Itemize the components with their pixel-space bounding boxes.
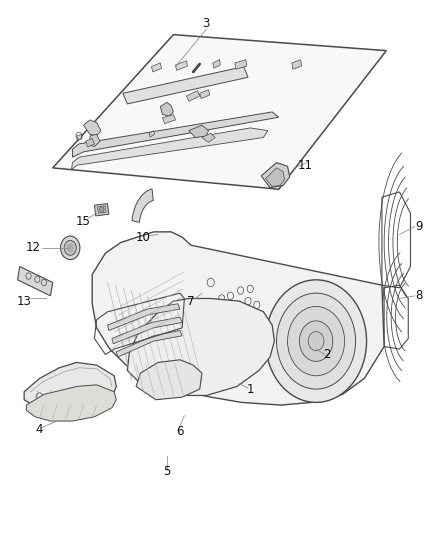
Polygon shape: [132, 189, 153, 222]
Polygon shape: [261, 163, 289, 188]
Text: 5: 5: [163, 465, 170, 478]
Polygon shape: [149, 131, 154, 137]
Circle shape: [299, 321, 332, 361]
Text: 12: 12: [25, 241, 40, 254]
Polygon shape: [291, 60, 301, 69]
Text: 9: 9: [414, 220, 422, 233]
Text: 6: 6: [176, 425, 184, 438]
Text: 13: 13: [17, 295, 32, 308]
Polygon shape: [201, 133, 215, 142]
Polygon shape: [186, 91, 199, 101]
Polygon shape: [71, 128, 267, 169]
Polygon shape: [265, 168, 284, 187]
Polygon shape: [234, 60, 246, 69]
Polygon shape: [206, 281, 213, 289]
Polygon shape: [136, 360, 201, 400]
Circle shape: [99, 207, 104, 212]
Polygon shape: [123, 67, 247, 104]
Polygon shape: [171, 259, 269, 298]
Polygon shape: [112, 317, 182, 344]
Polygon shape: [151, 63, 161, 72]
Polygon shape: [107, 304, 180, 330]
Polygon shape: [77, 134, 82, 140]
Text: 10: 10: [135, 231, 150, 244]
Polygon shape: [116, 330, 182, 357]
Polygon shape: [92, 232, 383, 405]
Circle shape: [67, 244, 73, 252]
Text: 15: 15: [76, 215, 91, 228]
Polygon shape: [26, 385, 116, 421]
Polygon shape: [83, 120, 101, 136]
Text: 11: 11: [297, 159, 312, 172]
Polygon shape: [188, 125, 208, 138]
Text: 3: 3: [202, 18, 209, 30]
Polygon shape: [85, 139, 94, 147]
Polygon shape: [199, 90, 209, 99]
Text: 8: 8: [415, 289, 422, 302]
Polygon shape: [232, 281, 239, 289]
Circle shape: [287, 306, 344, 376]
Polygon shape: [212, 60, 220, 68]
Circle shape: [64, 240, 76, 255]
Circle shape: [307, 332, 323, 351]
Circle shape: [60, 236, 80, 260]
Text: 7: 7: [187, 295, 194, 308]
Polygon shape: [160, 102, 173, 116]
Polygon shape: [90, 134, 100, 147]
Circle shape: [265, 280, 366, 402]
Polygon shape: [72, 112, 278, 157]
Polygon shape: [175, 61, 187, 70]
Polygon shape: [24, 362, 116, 413]
Polygon shape: [18, 266, 53, 296]
Polygon shape: [97, 206, 106, 213]
Text: 2: 2: [322, 348, 330, 361]
Circle shape: [276, 293, 355, 389]
Polygon shape: [127, 298, 274, 395]
Polygon shape: [94, 204, 109, 216]
Polygon shape: [162, 115, 175, 124]
Text: 1: 1: [246, 383, 254, 395]
Polygon shape: [53, 35, 385, 189]
Text: 4: 4: [35, 423, 43, 435]
